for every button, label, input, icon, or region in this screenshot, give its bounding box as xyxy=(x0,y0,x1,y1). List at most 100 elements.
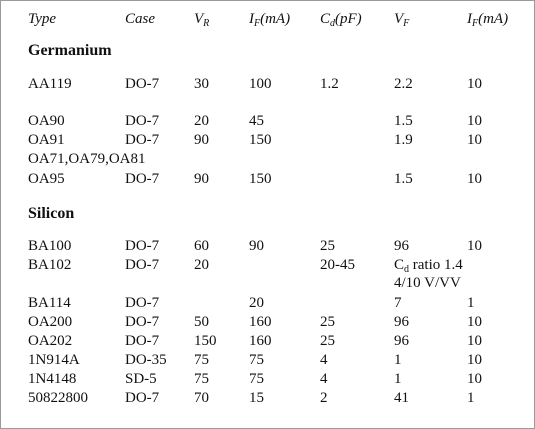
table-cell: DO-7 xyxy=(125,294,159,312)
text: OA202 xyxy=(28,333,73,349)
header-cell: Case xyxy=(125,10,155,28)
text: 50 xyxy=(194,314,209,330)
text: I xyxy=(467,11,472,27)
header-cell: IF(mA) xyxy=(467,10,508,29)
table-cell: 90 xyxy=(249,237,264,255)
table-cell: 10 xyxy=(467,313,482,331)
table-cell: 1.9 xyxy=(394,131,413,149)
header-cell: VR xyxy=(194,10,209,29)
table-cell: DO-7 xyxy=(125,170,159,188)
table-cell: OA202 xyxy=(28,332,72,350)
text: OA71,OA79,OA81 xyxy=(28,151,146,167)
table-cell: 150 xyxy=(249,131,272,149)
table-cell: OA71,OA79,OA81 xyxy=(28,150,146,168)
text: 90 xyxy=(194,171,209,187)
table-cell: 50 xyxy=(194,313,209,331)
table-cell: 70 xyxy=(194,389,209,407)
text: BA102 xyxy=(28,257,72,273)
text: DO-35 xyxy=(125,352,167,368)
table-cell: 1.5 xyxy=(394,170,413,188)
text: 1 xyxy=(394,371,402,387)
header-cell: Type xyxy=(28,10,56,28)
text: AA119 xyxy=(28,76,72,92)
table-cell: 15 xyxy=(249,389,264,407)
table-cell: 96 xyxy=(394,237,409,255)
text: 1.5 xyxy=(394,171,413,187)
text: V xyxy=(194,11,204,27)
text: OA90 xyxy=(28,113,65,129)
text: 2.2 xyxy=(394,76,413,92)
text: 7 xyxy=(394,295,402,311)
table-cell: 150 xyxy=(249,170,272,188)
text: DO-7 xyxy=(125,238,160,254)
table-cell: 96 xyxy=(394,313,409,331)
text: 10 xyxy=(467,132,482,148)
table-cell: DO-7 xyxy=(125,332,159,350)
text: 50822800 xyxy=(28,390,88,406)
text: 2 xyxy=(320,390,328,406)
table-cell: OA95 xyxy=(28,170,65,188)
text: 1.5 xyxy=(394,113,413,129)
table-cell: BA100 xyxy=(28,237,71,255)
text: 10 xyxy=(467,76,482,92)
table-cell: AA119 xyxy=(28,75,72,93)
text: Germanium xyxy=(28,42,112,59)
text: DO-7 xyxy=(125,171,160,187)
table-cell: 1 xyxy=(394,370,402,388)
text: 25 xyxy=(320,314,335,330)
text: 160 xyxy=(249,314,272,330)
header-cell: VF xyxy=(394,10,410,29)
text: 20 xyxy=(249,295,264,311)
text: 90 xyxy=(249,238,264,254)
text: 75 xyxy=(249,371,264,387)
table-cell: DO-7 xyxy=(125,112,159,130)
table-cell: 7 xyxy=(394,294,402,312)
table-cell: 60 xyxy=(194,237,209,255)
table-cell: 25 xyxy=(320,237,335,255)
text: DO-7 xyxy=(125,295,160,311)
text: 10 xyxy=(467,314,482,330)
text: DO-7 xyxy=(125,132,160,148)
text: 1 xyxy=(467,295,475,311)
subscript: F xyxy=(403,18,410,29)
text: 75 xyxy=(249,352,264,368)
text: Case xyxy=(125,11,155,27)
table-cell: 1 xyxy=(467,389,475,407)
table-cell: 1.2 xyxy=(320,75,339,93)
text: SD-5 xyxy=(125,371,157,387)
table-cell: 25 xyxy=(320,313,335,331)
text: 4 xyxy=(320,371,328,387)
text: BA114 xyxy=(28,295,71,311)
text: OA91 xyxy=(28,132,65,148)
header-cell: IF(mA) xyxy=(249,10,291,29)
text: 10 xyxy=(467,171,482,187)
table-cell: DO-7 xyxy=(125,131,159,149)
table-cell: 10 xyxy=(467,237,482,255)
table-cell: 4 xyxy=(320,370,328,388)
table-cell: 10 xyxy=(467,112,482,130)
text: 1 xyxy=(467,390,475,406)
table-cell: DO-35 xyxy=(125,351,167,369)
table-cell: 150 xyxy=(194,332,217,350)
text: 25 xyxy=(320,333,335,349)
table-cell: 10 xyxy=(467,351,482,369)
text: 10 xyxy=(467,371,482,387)
table-cell: BA102 xyxy=(28,256,71,274)
text: 70 xyxy=(194,390,209,406)
text: 150 xyxy=(249,171,272,187)
text: 90 xyxy=(194,132,209,148)
text: 10 xyxy=(467,333,482,349)
text: 96 xyxy=(394,238,409,254)
text: (mA) xyxy=(260,11,291,27)
text: 4/10 V/VV xyxy=(394,275,461,291)
text: DO-7 xyxy=(125,390,160,406)
text: 20 xyxy=(194,113,209,129)
table-cell: 10 xyxy=(467,75,482,93)
table-cell: 2.2 xyxy=(394,75,413,93)
table-cell: DO-7 xyxy=(125,313,159,331)
text: 75 xyxy=(194,352,209,368)
table-cell: 75 xyxy=(194,370,209,388)
text: 150 xyxy=(194,333,217,349)
cell-line: Cd ratio 1.4 xyxy=(394,256,463,275)
section-title: Silicon xyxy=(28,205,74,223)
